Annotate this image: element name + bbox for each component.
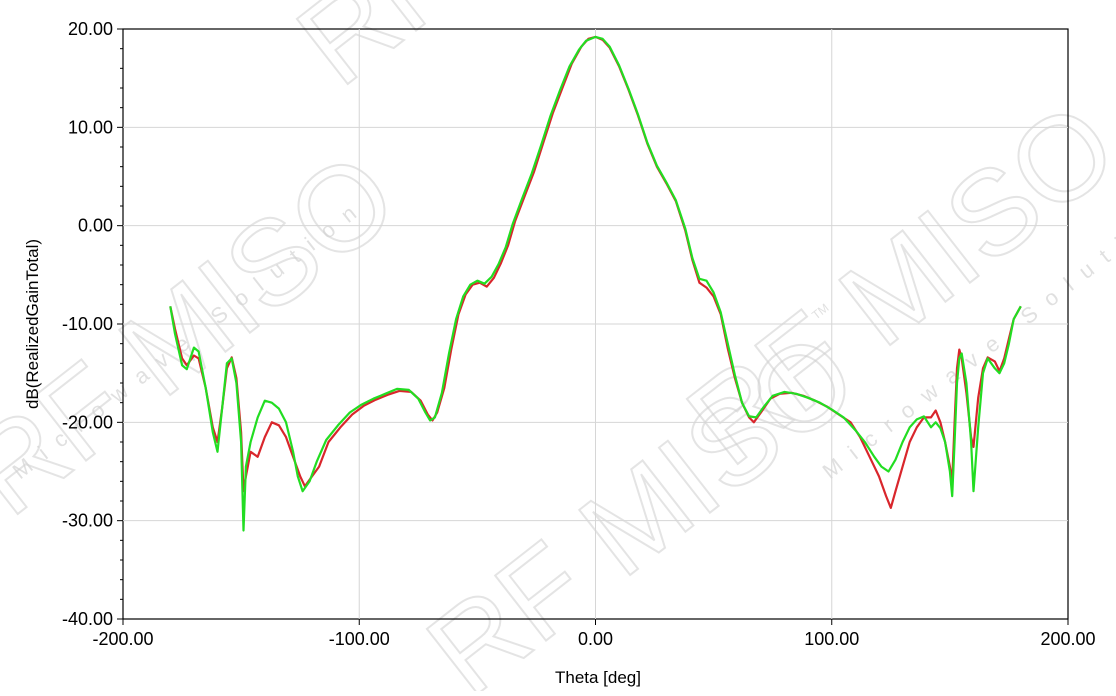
grid: [123, 29, 1068, 619]
y-tick-label: -40.00: [62, 609, 113, 629]
y-tick-label: 0.00: [78, 216, 113, 236]
tick-labels: -200.00 -100.00 0.00 100.00 200.00 20.00 10.00…: [62, 19, 1096, 649]
y-tick-label: -10.00: [62, 314, 113, 334]
x-tick-label: 0.00: [578, 629, 613, 649]
watermark-tagline-1: Microwave Solution: [8, 192, 372, 484]
series-line-green: [169, 35, 1022, 532]
x-tick-label: -200.00: [92, 629, 153, 649]
y-axis-title: dB(RealizedGainTotal): [23, 239, 42, 409]
x-tick-label: 100.00: [804, 629, 859, 649]
x-axis-title: Theta [deg]: [555, 668, 641, 687]
axis-ticks: [117, 28, 1069, 625]
y-tick-label: 20.00: [68, 19, 113, 39]
watermark-brand-4: RF MISO: [274, 0, 750, 110]
x-tick-label: 200.00: [1040, 629, 1095, 649]
y-tick-label: 10.00: [68, 117, 113, 137]
x-tick-label: -100.00: [329, 629, 390, 649]
y-tick-label: -20.00: [62, 412, 113, 432]
series-layer: [169, 35, 1022, 532]
y-tick-label: -30.00: [62, 511, 113, 531]
